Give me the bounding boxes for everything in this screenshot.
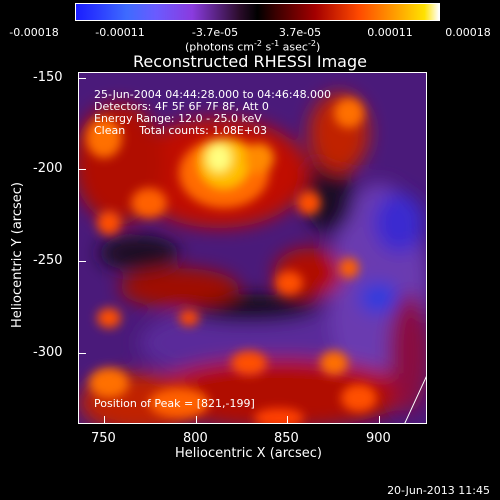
info-time-range: 25-Jun-2004 04:44:28.000 to 04:46:48.000 [94,88,332,101]
y-tick-label: -200 [33,161,63,176]
colorbar-tick: -0.00018 [9,26,59,39]
info-detectors: Detectors: 4F 5F 6F 7F 8F, Att 0 [94,100,269,113]
y-axis-label: Heliocentric Y (arcsec) [10,182,25,328]
colorbar-tick: 0.00011 [367,26,413,39]
x-tick-label: 750 [91,431,116,446]
colorbar-tick: -0.00011 [95,26,145,39]
x-tick-label: 900 [366,431,391,446]
colorbar-tick: 3.7e-05 [278,26,322,39]
x-tick-mark [196,416,197,424]
y-tick-mark [78,169,86,170]
x-axis-label: Heliocentric X (arcsec) [175,446,322,461]
y-tick-label: -150 [33,70,63,85]
x-tick-mark [104,416,105,424]
colorbar-tick: 0.00018 [445,26,491,39]
info-energy-range: Energy Range: 12.0 - 25.0 keV [94,112,262,125]
footer-timestamp: 20-Jun-2013 11:45 [387,484,490,497]
y-tick-label: -250 [33,253,63,268]
y-tick-mark [78,261,86,262]
rhessi-image-svg [79,73,426,423]
x-tick-label: 850 [274,431,299,446]
info-total-counts: Clean Total counts: 1.08E+03 [94,124,268,137]
y-tick-mark [78,78,86,79]
plot-title: Reconstructed RHESSI Image [133,52,367,71]
colorbar [75,3,440,21]
x-tick-label: 800 [183,431,208,446]
x-tick-mark [379,416,380,424]
colorbar-units: (photons cm-2 s-1 asec-2) [185,39,321,54]
colorbar-tick: -3.7e-05 [191,26,239,39]
y-tick-mark [78,353,86,354]
x-tick-mark [287,416,288,424]
y-tick-label: -300 [33,345,63,360]
info-peak-position: Position of Peak = [821,-199] [94,397,255,410]
rhessi-image [78,72,427,424]
